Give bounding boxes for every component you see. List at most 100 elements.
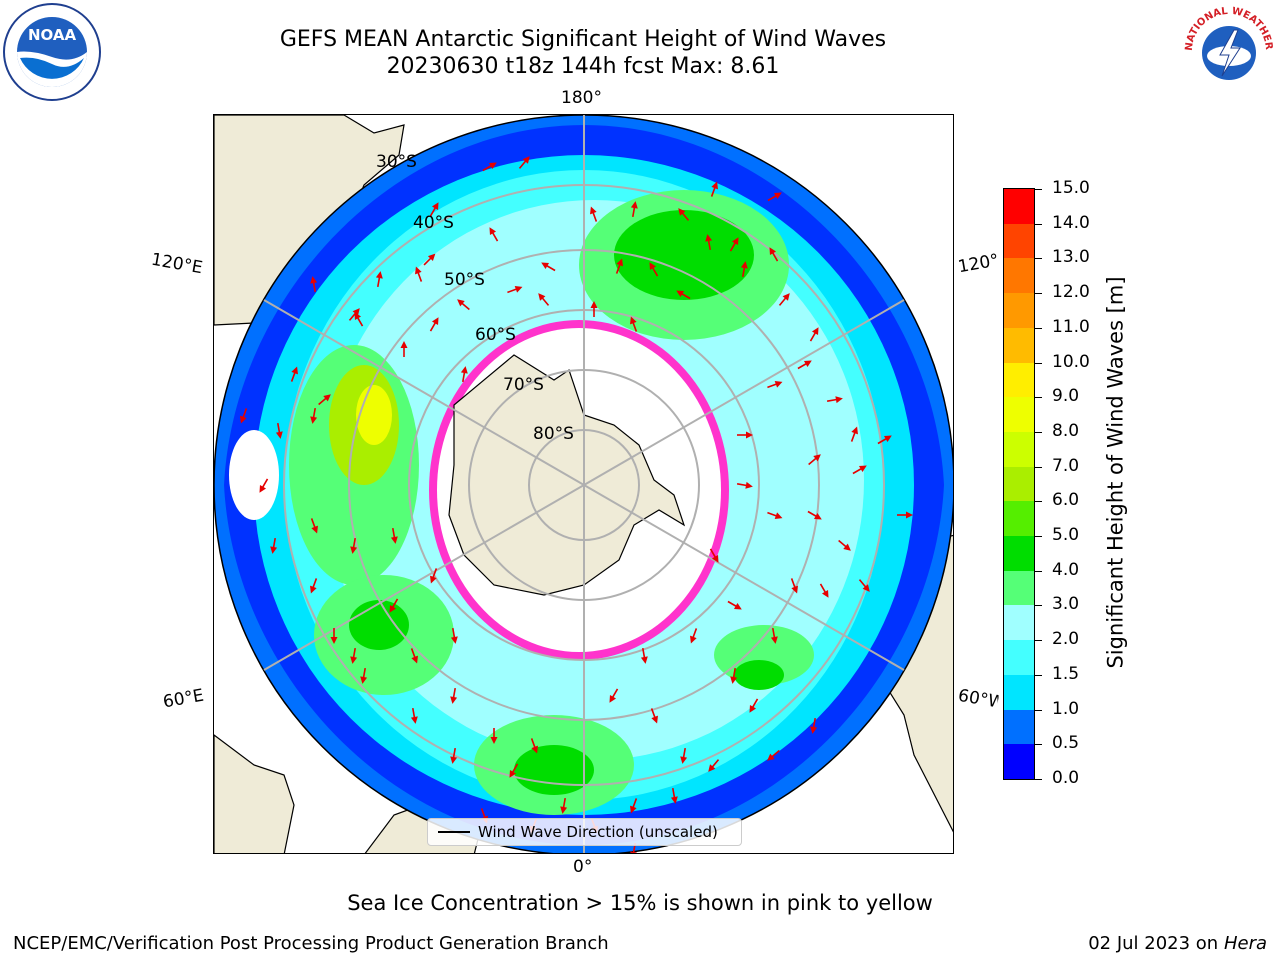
- wave-arrow: [390, 527, 398, 544]
- wave-arrow: [736, 481, 753, 489]
- wave-arrow: [808, 454, 821, 466]
- wave-arrow: [797, 360, 812, 370]
- wave-arrow: [270, 537, 278, 554]
- colorbar-tick-label: 6.0: [1052, 490, 1080, 511]
- colorbar-segment: [1004, 223, 1034, 259]
- colorbar-tick-label: 12.0: [1052, 282, 1090, 303]
- wave-arrow: [749, 698, 759, 713]
- wave-arrow: [509, 763, 519, 778]
- wave-arrow: [590, 206, 598, 222]
- colorbar-segment: [1004, 397, 1034, 432]
- wave-arrow: [400, 341, 408, 357]
- wave-arrow: [737, 431, 753, 439]
- lon-label-60e: 60°E: [161, 685, 206, 713]
- colorbar-tick-label: 15.0: [1052, 178, 1090, 198]
- wave-arrow: [348, 308, 360, 321]
- wave-arrow: [729, 237, 739, 252]
- wave-arrow: [507, 286, 523, 294]
- wave-arrow: [450, 747, 458, 764]
- colorbar-segment: [1004, 501, 1034, 537]
- wave-arrow: [389, 598, 399, 613]
- colorbar-tick-mark: [1035, 397, 1042, 399]
- wave-arrow: [375, 271, 383, 288]
- colorbar-segment: [1004, 605, 1034, 641]
- lat-label-30s: 30°S: [376, 152, 417, 172]
- wave-arrow: [778, 293, 790, 306]
- map-legend: Wind Wave Direction (unscaled): [427, 818, 742, 846]
- wave-arrow: [710, 181, 718, 197]
- wave-arrow: [727, 600, 742, 610]
- wave-arrow: [429, 317, 439, 332]
- wave-arrow: [560, 797, 568, 814]
- colorbar-tick-label: 2.0: [1052, 629, 1080, 650]
- lon-label-60w: 60°W: [956, 685, 1000, 713]
- polar-map: [213, 114, 954, 854]
- wave-arrow: [838, 539, 851, 551]
- colorbar-tick-label: 4.0: [1052, 559, 1080, 580]
- wave-arrow: [490, 728, 498, 744]
- wave-arrow: [240, 408, 248, 424]
- colorbar-segment: [1004, 709, 1034, 745]
- colorbar-tick-label: 0.0: [1052, 768, 1080, 788]
- colorbar-tick-label: 14.0: [1052, 212, 1090, 233]
- wave-arrow: [290, 366, 298, 382]
- legend-line-sample: [438, 831, 470, 833]
- wave-arrow: [826, 396, 843, 404]
- wave-arrow: [450, 627, 458, 644]
- lon-label-120e: 120°E: [149, 249, 205, 279]
- colorbar-segment: [1004, 293, 1034, 328]
- lat-label-50s: 50°S: [444, 270, 485, 290]
- colorbar: [1003, 188, 1035, 780]
- noaa-logo: NOAA: [2, 2, 102, 102]
- wave-arrow: [457, 299, 470, 311]
- wave-arrow: [767, 511, 783, 519]
- wave-arrow: [810, 717, 818, 734]
- wave-arrow: [807, 510, 822, 520]
- wave-arrow: [350, 647, 358, 664]
- colorbar-segment: [1004, 431, 1034, 467]
- wave-arrow: [360, 667, 368, 684]
- svg-text:NOAA: NOAA: [28, 26, 77, 44]
- wave-arrow: [730, 667, 738, 684]
- wave-arrow: [690, 628, 698, 644]
- colorbar-segment: [1004, 640, 1034, 675]
- wave-arrow: [489, 227, 499, 242]
- wave-arrow: [354, 312, 364, 327]
- colorbar-segment: [1004, 258, 1034, 294]
- colorbar-tick-label: 13.0: [1052, 247, 1090, 268]
- wave-arrow: [678, 208, 690, 221]
- wave-arrow: [740, 261, 748, 278]
- wave-arrow: [640, 647, 648, 664]
- wave-arrow: [615, 258, 623, 274]
- wave-arrow: [767, 749, 780, 761]
- wave-arrow: [670, 787, 678, 804]
- colorbar-tick-mark: [1035, 501, 1042, 503]
- wave-arrow: [275, 422, 283, 439]
- lat-label-40s: 40°S: [413, 213, 454, 233]
- wave-arrow: [310, 578, 318, 594]
- colorbar-tick-mark: [1035, 709, 1042, 711]
- colorbar-segment: [1004, 362, 1034, 398]
- lat-label-70s: 70°S: [503, 375, 544, 395]
- wave-direction-arrows: [240, 156, 913, 853]
- wave-arrow: [649, 262, 659, 277]
- colorbar-tick-mark: [1035, 258, 1042, 260]
- colorbar-tick-label: 3.0: [1052, 594, 1080, 615]
- lon-label-120w: 120°W: [956, 250, 1000, 278]
- colorbar-tick-label: 8.0: [1052, 420, 1080, 441]
- wave-arrow: [790, 578, 798, 594]
- wave-arrow: [850, 426, 858, 442]
- colorbar-segment: [1004, 466, 1034, 502]
- wave-arrow: [877, 435, 892, 445]
- wave-arrow: [259, 478, 269, 493]
- colorbar-segment: [1004, 327, 1034, 363]
- colorbar-tick-label: 0.5: [1052, 733, 1080, 754]
- wave-arrow: [318, 394, 331, 406]
- colorbar-segment: [1004, 674, 1034, 710]
- wave-arrow: [415, 266, 423, 282]
- wave-arrow: [590, 301, 598, 317]
- wave-arrow: [530, 738, 538, 754]
- wave-arrow: [630, 201, 638, 218]
- wave-arrow: [310, 276, 318, 293]
- graticule: [214, 115, 953, 853]
